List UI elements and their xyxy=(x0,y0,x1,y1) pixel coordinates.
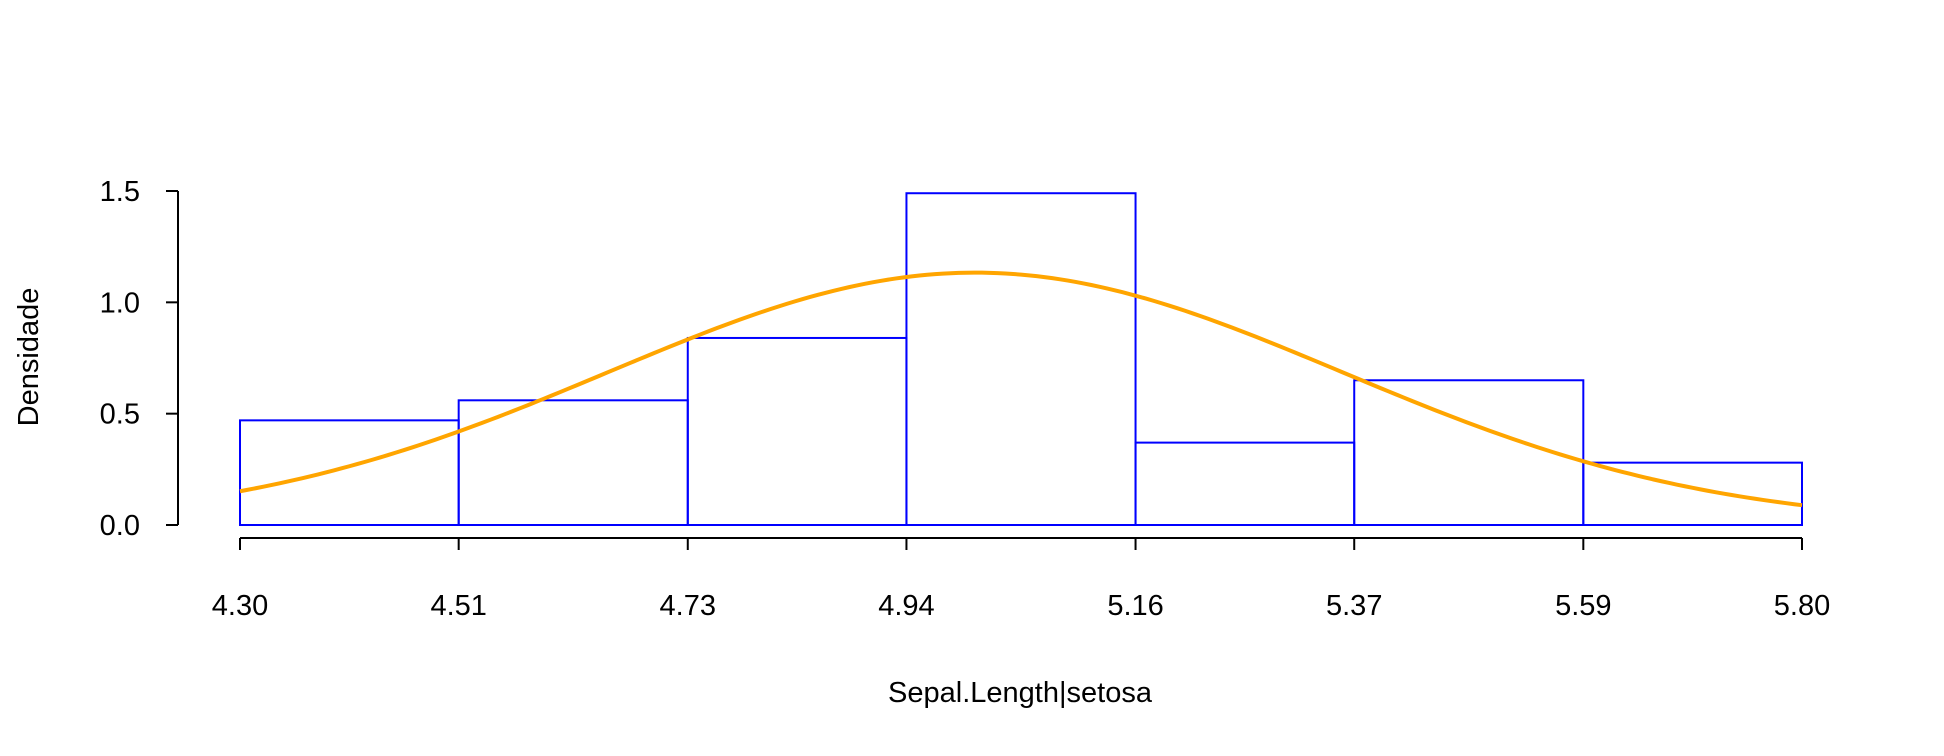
x-tick-label: 4.73 xyxy=(660,590,716,622)
x-tick-label: 5.37 xyxy=(1326,590,1382,622)
y-axis-title: Densidade xyxy=(13,288,45,427)
x-tick-label: 4.51 xyxy=(430,590,486,622)
histogram-bar-1 xyxy=(239,419,460,527)
histogram-bar-6 xyxy=(1353,379,1585,526)
y-tick-label: 1.5 xyxy=(100,176,140,208)
x-tick-label: 4.30 xyxy=(212,590,268,622)
y-tick-label: 0.5 xyxy=(100,399,140,431)
y-axis: 0.0 0.5 1.0 1.5 xyxy=(100,176,179,542)
density-curve-layer xyxy=(239,270,1803,508)
x-tick-label: 5.16 xyxy=(1107,590,1163,622)
x-tick-label: 5.59 xyxy=(1555,590,1611,622)
histogram-bar-7 xyxy=(1582,461,1803,526)
x-axis-title: Sepal.Length|setosa xyxy=(888,677,1153,709)
histogram-bar-5 xyxy=(1134,441,1356,527)
histogram-bar-4 xyxy=(905,192,1137,527)
y-tick-label: 0.0 xyxy=(100,510,140,542)
x-tick-label: 4.94 xyxy=(878,590,934,622)
x-tick-label: 5.80 xyxy=(1774,590,1830,622)
y-tick-label: 1.0 xyxy=(100,287,140,319)
x-axis: 4.30 4.51 4.73 4.94 5.16 5.37 5.59 5.80 xyxy=(212,537,1830,622)
histogram-bars xyxy=(239,192,1803,527)
density-curve xyxy=(239,270,1803,508)
histogram-bar-3 xyxy=(686,336,908,526)
